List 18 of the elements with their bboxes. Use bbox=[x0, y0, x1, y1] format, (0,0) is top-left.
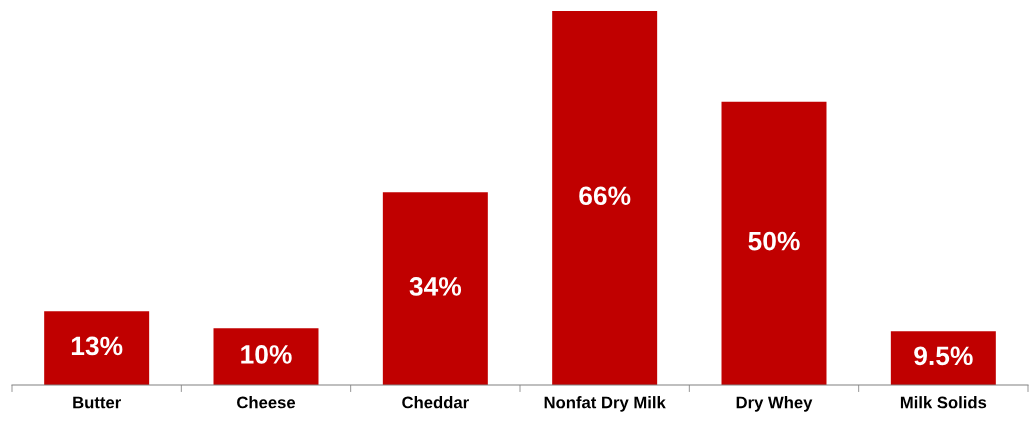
x-tick-label: Nonfat Dry Milk bbox=[544, 396, 666, 412]
data-label: 10% bbox=[241, 345, 292, 364]
bar bbox=[890, 331, 996, 385]
x-tick-label: Cheddar bbox=[402, 396, 469, 409]
data-label: 9.5% bbox=[914, 346, 973, 366]
x-tick-label: Dry Whey bbox=[736, 396, 813, 412]
bar bbox=[382, 192, 488, 385]
bar bbox=[552, 11, 658, 385]
bar bbox=[44, 311, 150, 385]
x-tick-label: Butter bbox=[73, 396, 121, 409]
x-tick-label: Milk Solids bbox=[900, 396, 987, 409]
data-label: 34% bbox=[409, 277, 462, 296]
bar bbox=[721, 101, 827, 385]
data-label: 50% bbox=[748, 231, 800, 251]
x-tick-label: Cheese bbox=[237, 396, 296, 409]
bar bbox=[213, 328, 319, 385]
data-label: 13% bbox=[71, 336, 123, 356]
data-label: 66% bbox=[579, 186, 631, 206]
